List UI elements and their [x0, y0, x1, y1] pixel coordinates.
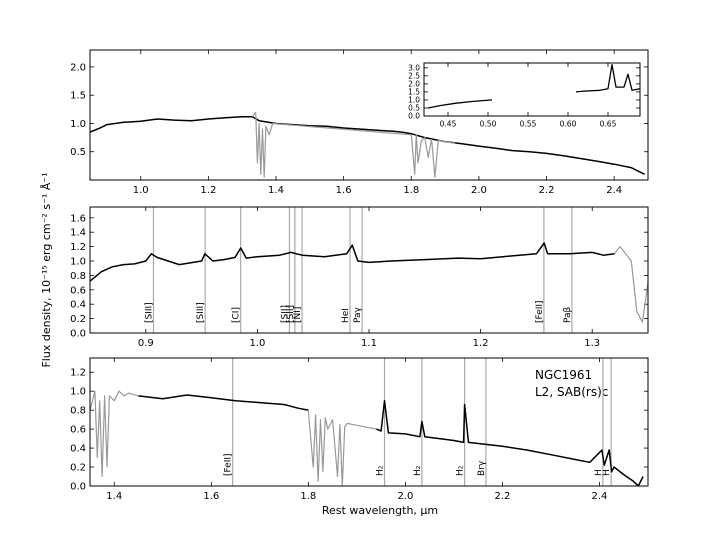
- panel-2-y-tick-label: 0.8: [70, 271, 86, 282]
- panel-2-line-label: [NI]: [293, 307, 303, 323]
- panel-2-line-label: [SII]: [286, 305, 296, 323]
- panel-1-y-tick-label: 1.5: [70, 91, 86, 102]
- panel-1-x-tick-label: 1.8: [403, 185, 419, 196]
- panel-3-y-tick-label: 0.2: [70, 463, 86, 474]
- panel-2-line-label: Paβ: [563, 306, 573, 323]
- panel-2-y-tick-label: 1.0: [70, 257, 86, 268]
- panel-2-y-tick-label: 0.0: [70, 329, 86, 340]
- panel-2-series-2: [614, 246, 648, 323]
- inset-x-tick-label: 0.55: [520, 120, 537, 129]
- panel-3-series-2: [138, 394, 309, 411]
- inset-x-tick-label: 0.45: [440, 120, 457, 129]
- panel-1-series-1: [90, 115, 645, 175]
- inset-y-tick-label: 2.0: [408, 80, 420, 89]
- panel-3-x-tick-label: 2.0: [397, 491, 413, 502]
- panel-3-y-tick-label: 0.6: [70, 425, 86, 436]
- panel-3-x-tick-label: 1.6: [203, 491, 219, 502]
- panel-2-line-label: HeI: [341, 308, 351, 323]
- inset-x-tick-label: 0.50: [480, 120, 497, 129]
- panel-3-x-tick-label: 2.4: [592, 491, 608, 502]
- panel-1-x-tick-label: 2.4: [606, 185, 622, 196]
- panel-1-y-tick-label: 0.5: [70, 147, 86, 158]
- x-axis-label: Rest wavelength, μm: [322, 504, 438, 517]
- panel-3-y-tick-label: 0.0: [70, 482, 86, 493]
- panel-2-frame: [89, 206, 649, 334]
- panel-1-x-tick-label: 1.4: [268, 185, 284, 196]
- panel-1-frame: [89, 49, 649, 181]
- panel-1-x-tick-label: 1.0: [133, 185, 149, 196]
- panel-2-line-label: [SIII]: [196, 302, 206, 323]
- object-class-label: L2, SAB(rs)c: [535, 385, 608, 399]
- panel-3-x-tick-label: 1.4: [106, 491, 122, 502]
- panel-3-series-4: [376, 399, 644, 486]
- inset-frame: [423, 62, 641, 117]
- panel-1-y-tick-label: 2.0: [70, 62, 86, 73]
- panel-2-y-tick-label: 1.6: [70, 213, 86, 224]
- inset-y-tick-label: 0.5: [408, 104, 420, 113]
- panel-1-y-tick-label: 1.0: [70, 119, 86, 130]
- panel-2-series-1: [90, 242, 615, 282]
- panel-2-line-label: [SIII]: [145, 302, 155, 323]
- object-name-label: NGC1961: [535, 368, 592, 382]
- inset-series-2: [575, 63, 641, 93]
- panel-3-line-label: H: [594, 469, 604, 476]
- panel-3-line-label: Brγ: [477, 460, 487, 476]
- panel-3-frame: [89, 357, 649, 487]
- panel-3-line-label: H₂: [413, 465, 423, 476]
- panel-2-y-tick-label: 0.2: [70, 314, 86, 325]
- inset-y-tick-label: 3.0: [408, 63, 420, 72]
- panel-2-line-label: [FeII]: [535, 300, 545, 323]
- inset-y-tick-label: 1.5: [408, 88, 420, 97]
- panel-1-x-tick-label: 2.2: [539, 185, 555, 196]
- inset-background: [424, 63, 640, 116]
- panel-3-y-tick-label: 0.8: [70, 406, 86, 417]
- panel-2-line-label: [SII]: [280, 305, 290, 323]
- panel-3-series-3: [307, 410, 377, 486]
- panel-3-line-label: H: [602, 469, 612, 476]
- panel-2-y-tick-label: 0.4: [70, 300, 86, 311]
- inset-y-tick-label: 1.0: [408, 96, 420, 105]
- panel-2-x-tick-label: 1.0: [249, 338, 265, 349]
- panel-2-x-tick-label: 1.3: [584, 338, 600, 349]
- panel-2-line-label: [CI]: [232, 307, 242, 323]
- panel-3-line-label: [FeII]: [224, 453, 234, 476]
- inset-series-1: [427, 99, 493, 109]
- panel-2-x-tick-label: 1.1: [361, 338, 377, 349]
- panel-2-y-tick-label: 1.2: [70, 242, 86, 253]
- panel-1-x-tick-label: 1.2: [200, 185, 216, 196]
- panel-3-x-tick-label: 1.8: [300, 491, 316, 502]
- panel-3-series-1: [90, 390, 139, 478]
- y-axis-label: Flux density, 10⁻¹⁵ erg cm⁻² s⁻¹ Å⁻¹: [40, 172, 53, 367]
- inset-y-tick-label: 0.0: [408, 112, 420, 121]
- panel-1-x-tick-label: 1.6: [336, 185, 352, 196]
- panel-2-line-label: Paγ: [353, 306, 363, 323]
- panel-2-x-tick-label: 0.9: [138, 338, 154, 349]
- inset-x-tick-label: 0.65: [600, 120, 617, 129]
- panel-3-y-tick-label: 0.4: [70, 444, 86, 455]
- panel-1-x-tick-label: 2.0: [471, 185, 487, 196]
- panel-3-x-tick-label: 2.2: [494, 491, 510, 502]
- inset-x-tick-label: 0.60: [560, 120, 577, 129]
- panel-2-x-tick-label: 1.2: [473, 338, 489, 349]
- panel-3-y-tick-label: 1.2: [70, 368, 86, 379]
- panel-1-series-2: [251, 111, 456, 178]
- panel-2-y-tick-label: 1.4: [70, 228, 86, 239]
- panel-3-line-label: H₂: [376, 465, 386, 476]
- panel-2-y-tick-label: 0.6: [70, 285, 86, 296]
- inset-y-tick-label: 2.5: [408, 71, 420, 80]
- panel-3-line-label: H₂: [456, 465, 466, 476]
- panel-3-y-tick-label: 1.0: [70, 387, 86, 398]
